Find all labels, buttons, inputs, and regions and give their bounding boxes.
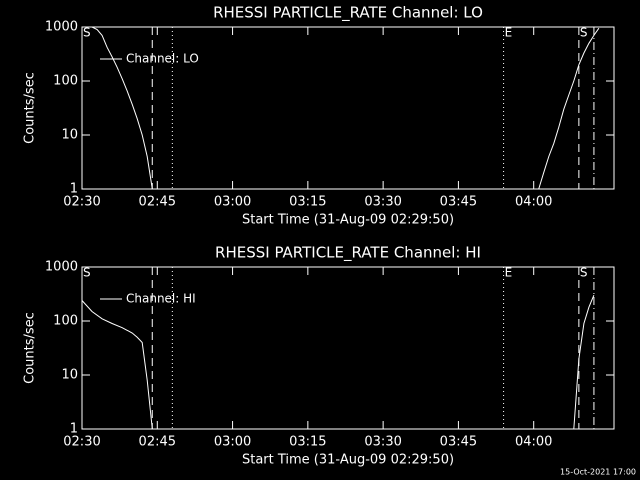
chart-title: RHESSI PARTICLE_RATE Channel: LO — [213, 4, 483, 23]
x-tick-label: 02:30 — [63, 435, 100, 450]
x-axis-label: Start Time (31-Aug-09 02:29:50) — [242, 213, 454, 228]
y-tick-label: 10 — [61, 368, 78, 383]
annotation: S — [580, 26, 588, 40]
series-line — [81, 295, 595, 430]
x-tick-label: 03:15 — [289, 195, 326, 210]
legend-label: Channel: HI — [126, 292, 196, 306]
annotation: E — [505, 26, 513, 40]
x-tick-label: 03:00 — [214, 435, 251, 450]
y-tick-label: 100 — [53, 74, 78, 89]
x-tick-label: 03:45 — [440, 435, 477, 450]
x-tick-label: 03:15 — [289, 435, 326, 450]
series-line — [91, 26, 600, 190]
y-tick-label: 1000 — [45, 20, 78, 35]
y-tick-label: 1000 — [45, 260, 78, 275]
x-tick-label: 02:45 — [139, 195, 176, 210]
x-tick-label: 04:00 — [515, 195, 552, 210]
footer: 15-Oct-2021 17:00 — [560, 468, 636, 477]
chart-title: RHESSI PARTICLE_RATE Channel: HI — [215, 244, 481, 263]
x-tick-label: 03:30 — [364, 195, 401, 210]
annotation: S — [83, 266, 91, 280]
y-tick-label: 100 — [53, 314, 78, 329]
x-tick-label: 02:45 — [139, 435, 176, 450]
y-tick-label: 10 — [61, 128, 78, 143]
annotation: S — [580, 266, 588, 280]
x-tick-label: 04:00 — [515, 435, 552, 450]
plot-frame — [81, 266, 615, 430]
x-axis-label: Start Time (31-Aug-09 02:29:50) — [242, 453, 454, 468]
x-tick-label: 03:30 — [364, 435, 401, 450]
annotation: E — [505, 266, 513, 280]
annotation: S — [83, 26, 91, 40]
legend-label: Channel: LO — [126, 52, 199, 66]
x-tick-label: 03:45 — [440, 195, 477, 210]
y-axis-label: Counts/sec — [23, 312, 38, 384]
y-axis-label: Counts/sec — [23, 72, 38, 144]
y-tick-label: 1 — [70, 422, 78, 437]
plot-frame — [81, 26, 615, 190]
x-tick-label: 02:30 — [63, 195, 100, 210]
y-tick-label: 1 — [70, 182, 78, 197]
x-tick-label: 03:00 — [214, 195, 251, 210]
